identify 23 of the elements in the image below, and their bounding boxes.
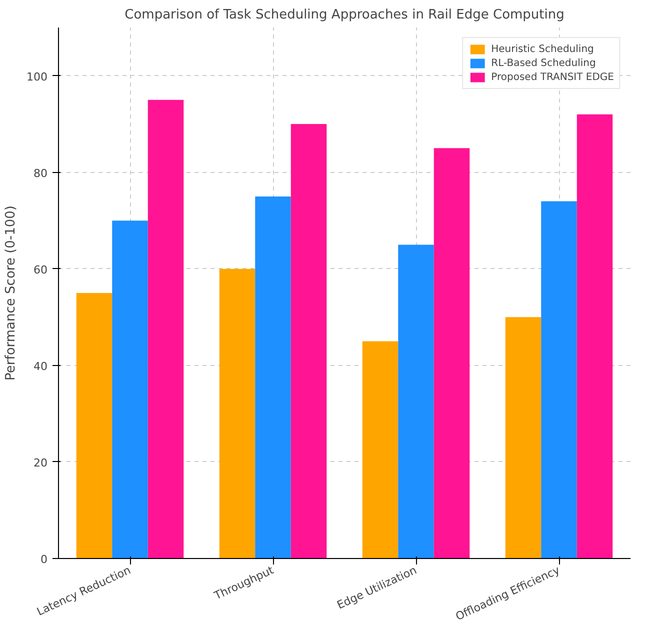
y-tick-label: 40 — [34, 360, 48, 373]
y-tick-label: 100 — [26, 70, 48, 84]
bar — [76, 293, 112, 558]
bar — [505, 317, 542, 558]
legend-label: Heuristic Scheduling — [491, 43, 594, 55]
bar — [541, 201, 577, 558]
chart-title: Comparison of Task Scheduling Approaches in Rail Edge Computing — [124, 8, 564, 22]
legend-label: RL-Based Scheduling — [491, 57, 596, 69]
y-axis-title: Performance Score (0-100) — [4, 206, 19, 380]
y-tick-label: 20 — [34, 456, 48, 470]
bar — [362, 341, 398, 558]
bar — [112, 220, 148, 558]
y-tick-label: 80 — [34, 166, 48, 180]
legend-label: Proposed TRANSIT EDGE — [491, 71, 614, 83]
bar — [255, 196, 291, 558]
bar — [398, 244, 434, 558]
bar — [148, 100, 184, 558]
y-tick-label: 0 — [40, 553, 48, 566]
y-tick-label: 60 — [34, 263, 48, 276]
bar — [219, 268, 256, 558]
bar — [434, 148, 470, 558]
bar — [576, 114, 613, 558]
bar — [290, 124, 327, 558]
